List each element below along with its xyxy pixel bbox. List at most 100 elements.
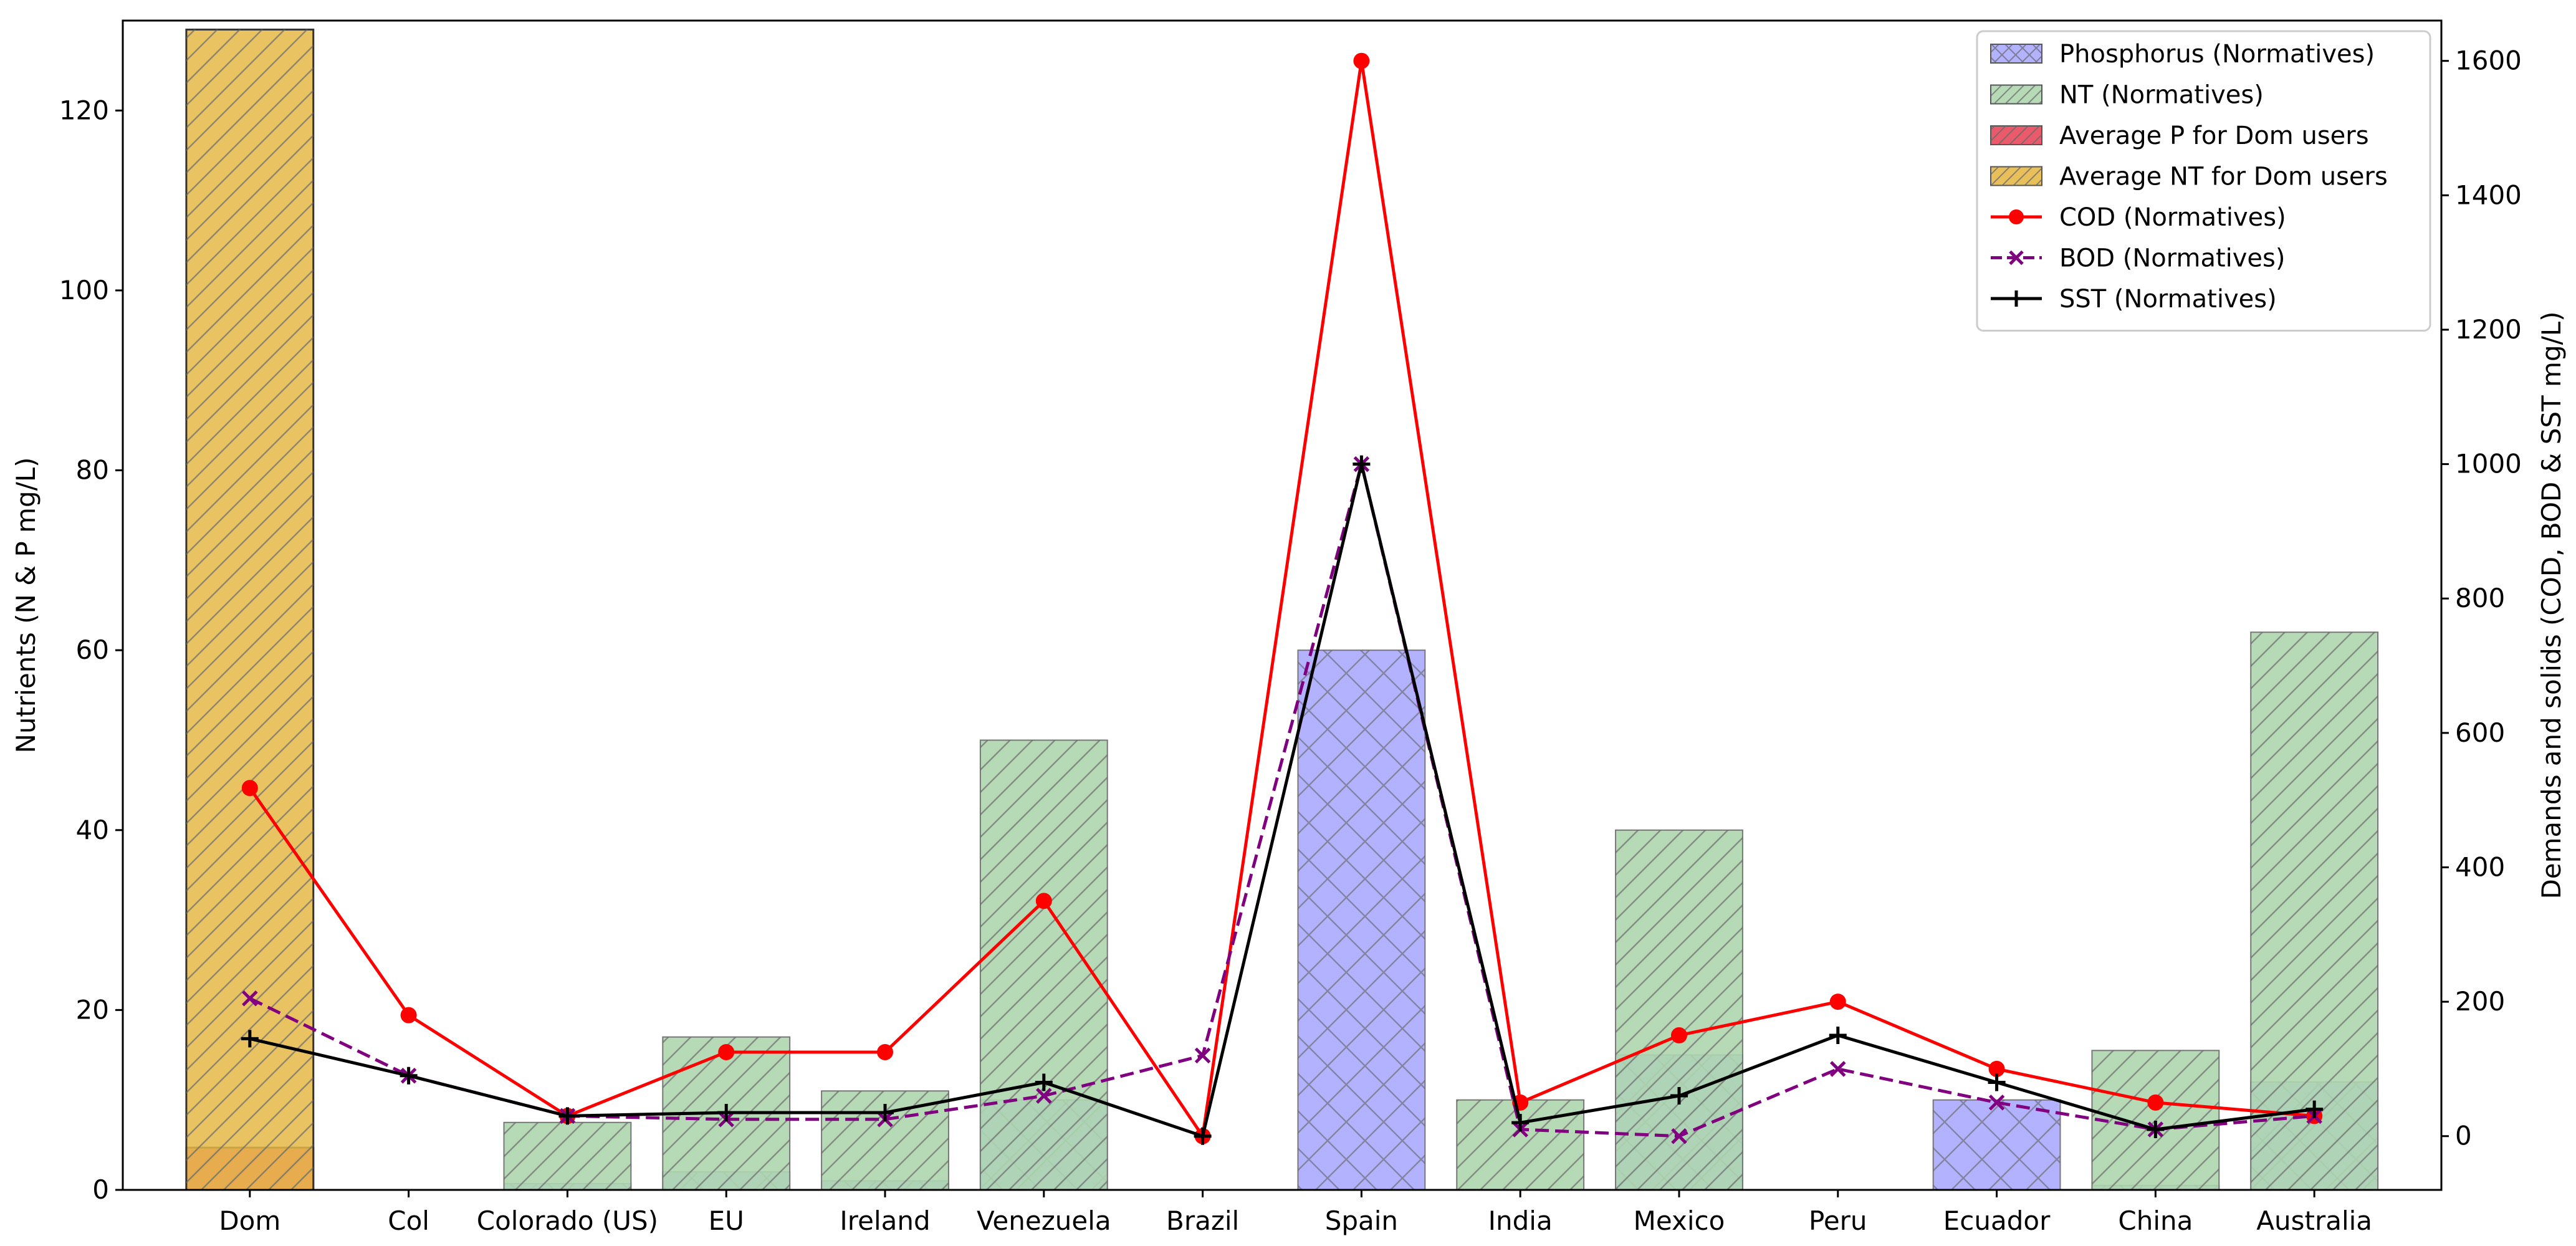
x-tick-label: Colorado (US)	[477, 1205, 658, 1236]
y2-tick-label: 0	[2455, 1121, 2472, 1151]
point-cod-normatives-ecuador	[1988, 1060, 2005, 1077]
axes-layer: 0204060801001200200400600800100012001400…	[11, 19, 2567, 1236]
point-sst-normatives-india	[1511, 1114, 1530, 1132]
legend-item-phosphorus-normatives: Phosphorus (Normatives)	[1990, 40, 2375, 69]
bar-hatch	[1457, 1100, 1584, 1190]
legend-label: NT (Normatives)	[2059, 81, 2264, 110]
x-tick-label: Venezuela	[977, 1205, 1111, 1236]
x-tick-label: Spain	[1325, 1205, 1398, 1236]
y2-tick-label: 600	[2455, 717, 2505, 748]
point-cod-normatives-ireland	[877, 1043, 894, 1060]
y-tick-label: 120	[59, 95, 109, 125]
point-bod-normatives-mexico	[1671, 1128, 1687, 1144]
point-sst-normatives-eu	[717, 1104, 735, 1122]
x-tick-label: Australia	[2256, 1205, 2372, 1236]
bar-hatch	[1933, 1100, 2061, 1190]
y-tick-label: 60	[76, 635, 109, 665]
legend-item-average-p-for-dom-users: Average P for Dom users	[1990, 122, 2369, 150]
point-cod-normatives-china	[2147, 1094, 2164, 1111]
x-tick-label: Mexico	[1634, 1205, 1725, 1236]
legend-item-average-nt-for-dom-users: Average NT for Dom users	[1990, 163, 2388, 191]
y-tick-label: 20	[76, 994, 109, 1025]
x-tick-label: China	[2118, 1205, 2193, 1236]
legend-label: Average P for Dom users	[2059, 122, 2369, 150]
legend-swatch-hatch	[1991, 126, 2042, 145]
point-sst-normatives-china	[2147, 1120, 2165, 1138]
legend-item-nt-normatives: NT (Normatives)	[1990, 81, 2264, 110]
series-average-nt-for-dom-users	[185, 28, 315, 1191]
legend-item-cod-normatives: COD (Normatives)	[1991, 203, 2286, 232]
y2-tick-label: 1200	[2455, 314, 2522, 345]
point-sst-normatives-ecuador	[1988, 1073, 2006, 1091]
x-tick-label: Brazil	[1166, 1205, 1239, 1236]
point-cod-normatives-mexico	[1670, 1027, 1687, 1044]
x-tick-label: Dom	[219, 1205, 280, 1236]
bar-hatch	[504, 1122, 631, 1190]
point-cod-normatives-peru	[1829, 994, 1846, 1010]
y2-tick-label: 1400	[2455, 180, 2522, 210]
point-sst-normatives-brazil	[1194, 1127, 1212, 1145]
series-nt-normatives	[503, 631, 2379, 1191]
point-cod-normatives-col	[400, 1007, 417, 1023]
lines-layer	[241, 52, 2324, 1145]
legend-label: Phosphorus (Normatives)	[2059, 40, 2375, 69]
point-bod-normatives-peru	[1830, 1061, 1846, 1077]
plot-frame	[122, 19, 2443, 1191]
legend-marker	[2009, 209, 2024, 224]
y-tick-label: 40	[76, 815, 109, 845]
x-tick-label: Ireland	[840, 1205, 930, 1236]
legend-item-bod-normatives: BOD (Normatives)	[1991, 244, 2285, 273]
bar-hatch	[2092, 1050, 2219, 1190]
y2-tick-label: 800	[2455, 583, 2505, 613]
legend-item-sst-normatives: SST (Normatives)	[1991, 285, 2277, 314]
x-tick-label: EU	[709, 1205, 744, 1236]
legend-box	[1976, 30, 2431, 332]
legend-swatch-hatch	[1991, 44, 2042, 63]
bars-layer	[185, 28, 2379, 1191]
point-sst-normatives-venezuela	[1035, 1073, 1053, 1091]
line-cod-normatives	[248, 60, 2315, 1141]
y2-tick-label: 400	[2455, 851, 2505, 882]
point-sst-normatives-col	[400, 1066, 418, 1085]
y-axis-label: Nutrients (N & P mg/L)	[11, 457, 41, 753]
point-bod-normatives-brazil	[1194, 1047, 1211, 1064]
y2-axis-label: Demands and solids (COD, BOD & SST mg/L)	[2536, 311, 2567, 899]
point-sst-normatives-mexico	[1670, 1087, 1688, 1105]
point-sst-normatives-spain	[1353, 455, 1371, 473]
bar-hatch	[1298, 650, 1425, 1190]
legend-swatch-hatch	[1991, 85, 2042, 104]
point-cod-normatives-dom	[241, 780, 258, 797]
legend-label: Average NT for Dom users	[2059, 163, 2388, 191]
point-bod-normatives-dom	[242, 990, 258, 1007]
y-tick-label: 80	[76, 455, 109, 486]
point-sst-normatives-ireland	[876, 1104, 894, 1122]
y2-tick-label: 1600	[2455, 46, 2522, 76]
legend-label: SST (Normatives)	[2059, 285, 2277, 314]
point-cod-normatives-spain	[1353, 52, 1370, 69]
y2-tick-label: 200	[2455, 986, 2505, 1017]
point-bod-normatives-ecuador	[1988, 1095, 2005, 1111]
y-tick-label: 0	[92, 1174, 109, 1205]
legend-label: BOD (Normatives)	[2059, 244, 2285, 273]
bar-hatch	[1616, 830, 1743, 1190]
x-tick-label: Col	[388, 1205, 429, 1236]
y-tick-label: 100	[59, 275, 109, 305]
legend-marker	[2009, 250, 2024, 266]
legend: Phosphorus (Normatives) NT (Normatives) Av…	[1976, 30, 2431, 332]
y2-tick-label: 1000	[2455, 449, 2522, 479]
bar-hatch	[186, 29, 314, 1190]
series-cod-normatives	[241, 52, 2323, 1144]
bar-hatch	[2251, 632, 2378, 1190]
legend-label: COD (Normatives)	[2059, 203, 2286, 232]
legend-swatch-hatch	[1991, 166, 2042, 186]
x-tick-label: Ecuador	[1943, 1205, 2051, 1236]
x-tick-label: Peru	[1809, 1205, 1867, 1236]
x-tick-label: India	[1488, 1205, 1553, 1236]
point-cod-normatives-eu	[718, 1043, 735, 1060]
point-cod-normatives-venezuela	[1035, 893, 1052, 909]
point-sst-normatives-peru	[1829, 1027, 1847, 1045]
point-sst-normatives-australia	[2305, 1100, 2324, 1118]
point-sst-normatives-colorado-us	[558, 1107, 577, 1125]
point-bod-normatives-venezuela	[1036, 1088, 1052, 1104]
